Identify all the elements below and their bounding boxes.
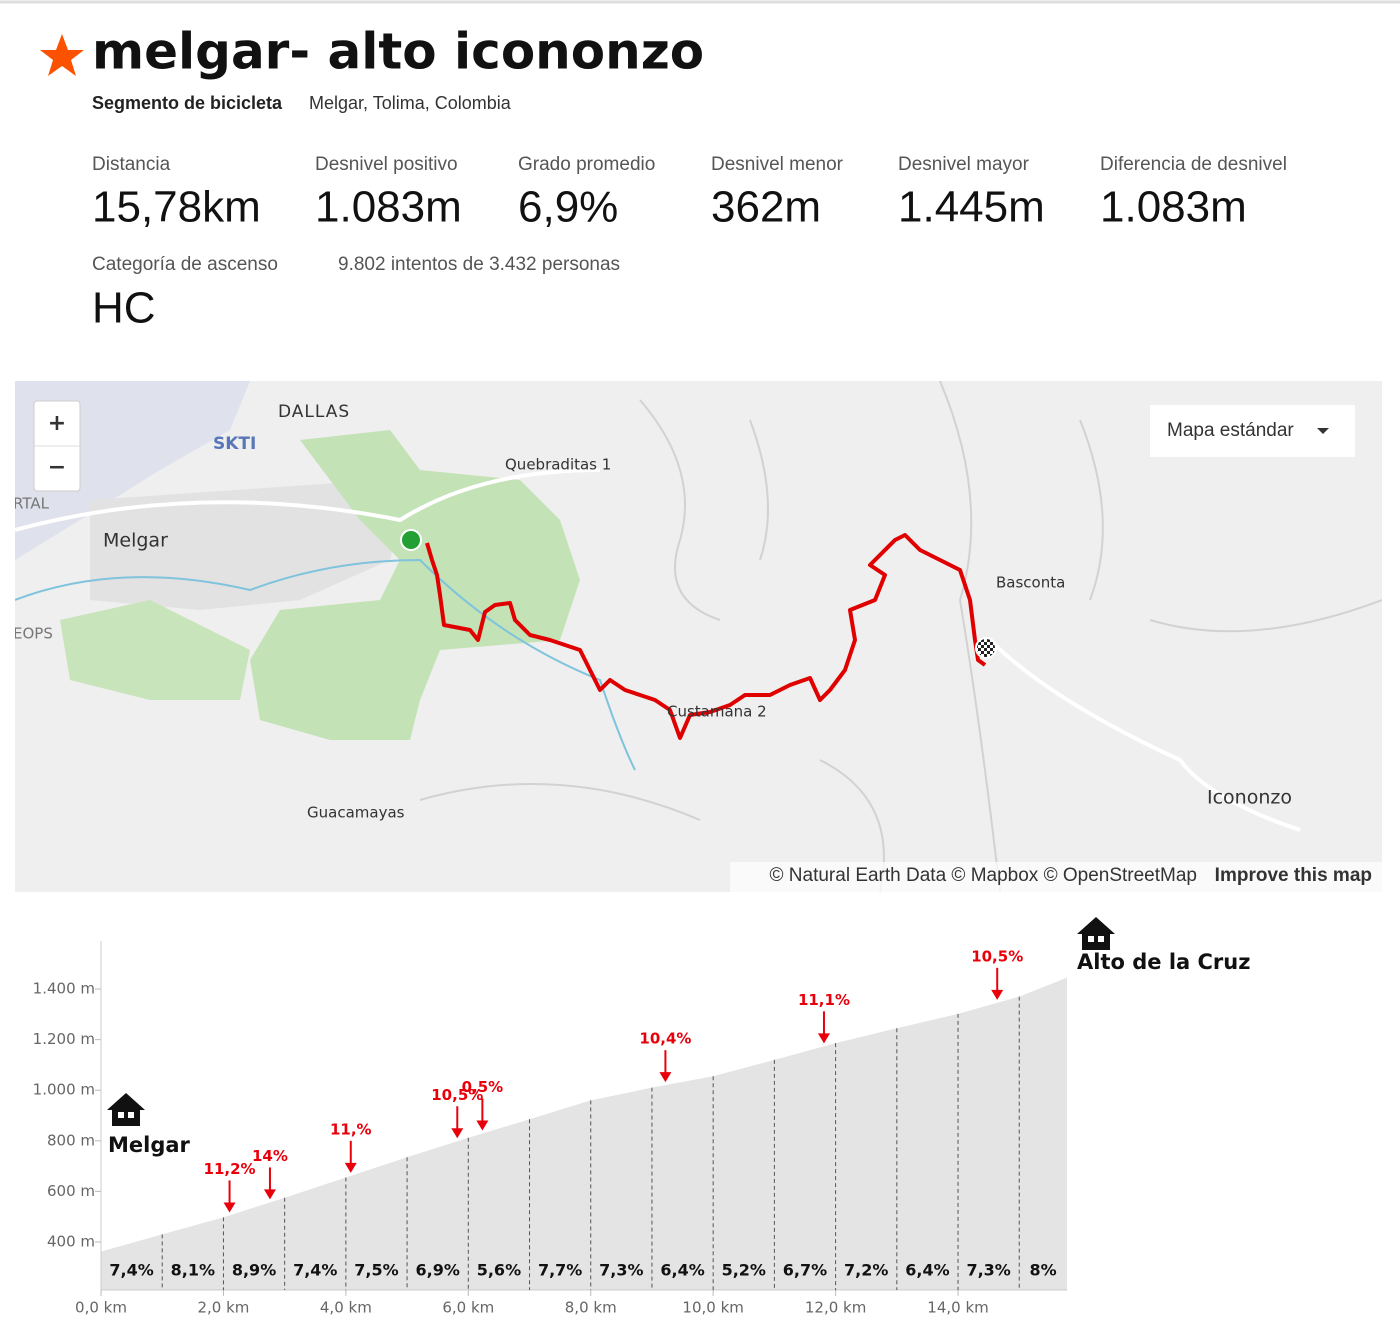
x-tick-label: 8,0 km: [565, 1299, 617, 1317]
map-background: [15, 381, 1382, 892]
x-tick-label: 6,0 km: [442, 1299, 494, 1317]
stat-value: 6,9%: [518, 183, 618, 232]
stat-value: 362m: [711, 183, 821, 232]
place-label: EOPS: [13, 625, 53, 643]
start-marker: [400, 529, 422, 551]
grade-label: 7,4%: [109, 1261, 153, 1280]
x-tick-label: 0,0 km: [75, 1299, 127, 1317]
annotation-label: 10,4%: [639, 1030, 691, 1048]
stat-label: Desnivel mayor: [898, 154, 1030, 175]
annotation-arrowhead: [659, 1072, 672, 1083]
stat-value: 15,78km: [92, 183, 261, 232]
terrain-contour: [419, 381, 1382, 892]
stat-label: Diferencia de desnivel: [1100, 154, 1287, 175]
annotation-arrowhead: [476, 1120, 489, 1131]
grade-label: 6,4%: [660, 1261, 704, 1280]
grade-label: 5,2%: [722, 1261, 766, 1280]
elevation-area: [101, 977, 1067, 1290]
grade-label: 7,4%: [293, 1261, 337, 1280]
segment-type: Segmento de bicicleta: [92, 93, 283, 113]
stat-value: HC: [92, 284, 156, 333]
annotation-label: 11,2%: [204, 1160, 256, 1178]
stat-value: 1.445m: [898, 183, 1045, 232]
grade-label: 5,6%: [477, 1261, 521, 1280]
road: [15, 468, 1301, 832]
route: [425, 533, 987, 740]
attribution: © Natural Earth Data © Mapbox © OpenStre…: [770, 865, 1197, 886]
stat-label: Categoría de ascenso: [92, 254, 278, 275]
elevation-chart: 400 m 600 m 800 m 1.000 m 1.200 m 1.400 m 0,0 …: [33, 917, 1250, 1317]
dropdown-caret: [1317, 428, 1329, 434]
house-icon: [1077, 917, 1115, 950]
y-tick-label: 1.200 m: [33, 1030, 95, 1048]
y-tick-label: 1.000 m: [33, 1081, 95, 1099]
annotation-arrowhead: [263, 1189, 276, 1200]
annotation-arrowhead: [223, 1202, 236, 1213]
grade-label: 7,3%: [599, 1261, 643, 1280]
grade-label: 8,9%: [232, 1261, 276, 1280]
annotation-arrowhead: [451, 1128, 464, 1139]
map-style-label: Mapa estándar: [1167, 420, 1294, 441]
annotation-arrowhead: [991, 989, 1004, 1000]
y-tick-label: 600 m: [47, 1182, 95, 1200]
stats: Distancia 15,78km Desnivel positivo 1.08…: [92, 154, 1287, 333]
annotation-arrowhead: [344, 1162, 357, 1173]
stat-value: 1.083m: [1100, 183, 1247, 232]
x-tick-label: 2,0 km: [197, 1299, 249, 1317]
zoom-out-button[interactable]: −: [48, 455, 66, 480]
y-tick-label: 1.400 m: [33, 980, 95, 998]
park-area: [250, 430, 580, 740]
grade-label: 6,9%: [416, 1261, 460, 1280]
grade-label: 7,3%: [966, 1261, 1010, 1280]
grade-label: 7,7%: [538, 1261, 582, 1280]
x-tick-label: 12,0 km: [805, 1299, 866, 1317]
improve-map-link[interactable]: Improve this map: [1215, 865, 1372, 886]
grade-label: 8%: [1030, 1261, 1057, 1280]
start-label: Melgar: [108, 1133, 191, 1157]
place-label: Quebraditas 1: [505, 456, 611, 474]
attempts: 9.802 intentos de 3.432 personas: [338, 254, 620, 275]
stat-label: Desnivel menor: [711, 154, 844, 175]
house-icon: [107, 1093, 145, 1126]
location: Melgar, Tolima, Colombia: [309, 93, 512, 113]
place-label: Basconta: [996, 574, 1065, 592]
annotation-label: 10,5%: [431, 1086, 483, 1104]
place-label: Icononzo: [1207, 787, 1292, 809]
zoom-in-button[interactable]: +: [48, 411, 66, 436]
end-label: Alto de la Cruz: [1077, 950, 1250, 974]
grade-label: 6,7%: [783, 1261, 827, 1280]
attribution-bg: [730, 862, 1382, 892]
annotation-label: 11,1%: [798, 991, 850, 1009]
place-label: Guacamayas: [307, 804, 405, 822]
stat-value: 1.083m: [315, 183, 462, 232]
x-tick-label: 10,0 km: [682, 1299, 743, 1317]
title: melgar- alto icononzo: [92, 23, 704, 81]
annotation-label: 10,5%: [971, 947, 1023, 965]
x-tick-label: 14,0 km: [927, 1299, 988, 1317]
stat-label: Grado promedio: [518, 154, 655, 175]
star-icon[interactable]: [40, 34, 84, 76]
place-label: DALLAS: [278, 402, 350, 422]
place-label: SKTI: [213, 434, 256, 454]
grade-label: 7,5%: [354, 1261, 398, 1280]
place-label: Custamana 2: [667, 703, 767, 721]
annotation-arrowhead: [817, 1033, 830, 1044]
grade-label: 6,4%: [905, 1261, 949, 1280]
x-tick-label: 4,0 km: [320, 1299, 372, 1317]
y-tick-label: 800 m: [47, 1131, 95, 1149]
finish-marker: [975, 637, 997, 659]
grade-label: 7,2%: [844, 1261, 888, 1280]
place-label: Melgar: [103, 530, 168, 552]
stat-label: Distancia: [92, 154, 171, 175]
annotation-label: 0,5%: [462, 1078, 504, 1096]
park-area: [60, 600, 250, 700]
stat-label: Desnivel positivo: [315, 154, 458, 175]
annotation-label: 14%: [252, 1147, 288, 1165]
y-tick-label: 400 m: [47, 1232, 95, 1250]
annotation-label: 11,%: [330, 1120, 372, 1138]
map[interactable]: DALLAS SKTI Quebraditas 1 Melgar Bascont…: [13, 381, 1382, 892]
place-label: RTAL: [13, 495, 50, 513]
grade-label: 8,1%: [171, 1261, 215, 1280]
